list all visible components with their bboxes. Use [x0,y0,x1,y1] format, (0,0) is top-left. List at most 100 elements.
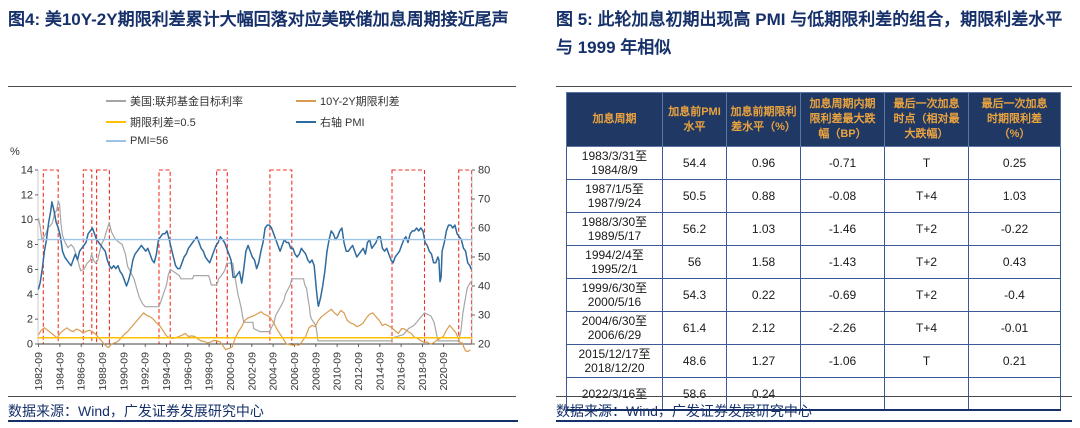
table-cell: -1.46 [800,212,885,246]
fig5-source: 数据来源：Wind，广发证券发展研究中心 [556,403,812,419]
table-cell [800,377,885,411]
rate-hike-band [269,169,293,345]
table-cell: 48.6 [662,344,727,378]
y-right-tick-label: 80 [478,165,490,177]
y-left-tick-label: 4 [27,289,33,301]
table-cell: -0.4 [968,278,1061,312]
y-left-tick-label: 14 [21,165,33,177]
table-cell: 54.3 [662,278,727,312]
hike-period-cell: 1987/1/5至 1987/9/24 [566,179,663,213]
x-tick-label: 1990-09 [118,352,130,391]
table-row: 1999/6/30至 2000/5/16 54.3 0.22 -0.69 T+2 -0.4 [566,278,1061,312]
fig5-top-rule [556,86,1072,87]
table-header-cell: 最后一次加息 时期限利差 （%） [968,92,1061,147]
table-cell: T+2 [884,278,969,312]
table-cell: T+2 [884,212,969,246]
x-tick-label: 1996-09 [182,352,194,391]
table-cell: -0.71 [800,146,885,180]
table-row: 1994/2/4至 1995/2/1 56 1.58 -1.43 T+2 0.43 [566,245,1061,279]
hike-period-cell: 1994/2/4至 1995/2/1 [566,245,663,279]
x-tick-label: 1988-09 [97,352,109,391]
x-tick-label: 2012-09 [353,352,365,391]
y-axis-unit-label: % [10,146,20,158]
line-chart-svg: 0 2 4 6 8 10 12 14 20 30 40 50 60 70 80 1982-09 1984-09 1… [21,165,491,391]
x-tick-label: 2014-09 [374,352,386,391]
y-left-tick-label: 0 [27,339,33,351]
fig5-footer-rule [556,420,1072,422]
table-cell: 50.5 [662,179,727,213]
table-cell: T+4 [884,179,969,213]
y-right-tick-label: 70 [478,194,490,206]
table-row: 2015/12/17至 2018/12/20 48.6 1.27 -1.06 T 0.21 [566,344,1061,378]
table-header-cell: 加息前PMI 水平 [662,92,727,147]
series-line-1 [37,308,471,353]
y-left-tick-label: 6 [27,264,33,276]
y-right-tick-label: 50 [478,252,490,264]
table-header-cell: 最后一次加息 时点（相对最 大跌幅） [884,92,969,147]
table-header-cell: 加息前期限利 差水平（%） [726,92,801,147]
x-tick-label: 2002-09 [246,352,258,391]
table-cell: T+2 [884,245,969,279]
x-tick-label: 1984-09 [54,352,66,391]
legend-label: 期限利差=0.5 [130,117,196,129]
pmi56-legend-swatch [106,140,126,142]
table-cell [884,377,969,411]
table-cell: 56.2 [662,212,727,246]
hike-period-cell: 2015/12/17至 2018/12/20 [566,344,663,378]
hike-cycle-table: 加息周期 加息前PMI 水平 加息前期限利 差水平（%） 加息周期内期 限利差最大跌 … [566,92,1061,411]
table-cell: -1.06 [800,344,885,378]
table-cell: -0.22 [968,212,1061,246]
x-tick-label: 2020-09 [438,352,450,391]
legend-item-pmi: 右轴 PMI [296,114,365,130]
table-cell: -0.69 [800,278,885,312]
fed-funds-legend-swatch [106,100,126,102]
x-tick-label: 2016-09 [396,352,408,391]
x-tick-label: 2000-09 [225,352,237,391]
legend-item-fed-funds: 美国:联邦基金目标利率 [106,93,243,109]
rate-hike-band [96,169,110,345]
table-cell: 0.43 [968,245,1061,279]
table-cell: 0.96 [726,146,801,180]
fig4-top-rule [8,86,516,87]
table-cell: 61.4 [662,311,727,345]
y-right-tick-label: 60 [478,223,490,235]
rate-hike-band [42,169,59,345]
table-cell: 0.22 [726,278,801,312]
fig5-title: 图 5: 此轮加息初期出现高 PMI 与低期限利差的组合，期限利差水平与 199… [556,10,1063,57]
rate-hike-band [216,169,228,345]
table-cell: 0.88 [726,179,801,213]
table-cell: 0.21 [968,344,1061,378]
table-row: 2004/6/30至 2006/6/29 61.4 2.12 -2.26 T+4 -0.0… [566,311,1061,345]
pmi-legend-swatch [296,121,316,123]
table-cell: 0.25 [968,146,1061,180]
legend-label: 右轴 PMI [320,117,365,129]
table-header-cell: 加息周期内期 限利差最大跌 幅（BP） [800,92,885,147]
y-left-tick-label: 12 [21,189,33,201]
fig4-chart: 0 2 4 6 8 10 12 14 20 30 40 50 60 70 80 1982-09 1984-09 1… [8,90,520,402]
table-header-row: 加息周期 加息前PMI 水平 加息前期限利 差水平（%） 加息周期内期 限利差最大跌 … [566,92,1061,147]
table-cell: 56 [662,245,727,279]
fig5-bottom-rule [556,396,1072,397]
hike-period-cell: 1999/6/30至 2000/5/16 [566,278,663,312]
table-cell: 1.03 [968,179,1061,213]
y-right-tick-label: 30 [478,310,490,322]
legend-item-pmi-56: PMI=56 [106,135,168,147]
table-cell [968,377,1061,411]
x-tick-label: 1986-09 [76,352,88,391]
x-tick-label: 2008-09 [310,352,322,391]
y-right-tick-label: 20 [478,339,490,351]
y-left-tick-label: 2 [27,314,33,326]
table-body: 1983/3/31至 1984/8/9 54.4 0.96 -0.71 T 0.25 198… [566,146,1061,411]
table-cell: 2.12 [726,311,801,345]
x-tick-label: 2006-09 [289,352,301,391]
series-line-0 [37,200,472,342]
spread-legend-swatch [296,100,316,102]
table-cell: T [884,146,969,180]
table-cell: 1.27 [726,344,801,378]
table-row: 1983/3/31至 1984/8/9 54.4 0.96 -0.71 T 0.25 [566,146,1061,180]
table-cell: T+4 [884,311,969,345]
table-cell: -2.26 [800,311,885,345]
y-left-tick-label: 10 [21,214,33,226]
table-cell: 1.58 [726,245,801,279]
x-tick-label: 1982-09 [33,352,45,391]
